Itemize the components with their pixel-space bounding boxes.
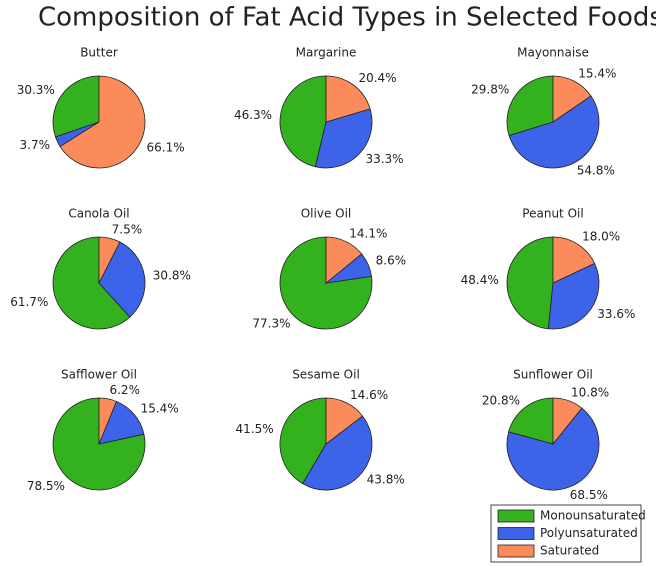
value-label: 46.3% bbox=[234, 108, 272, 122]
pie-slice bbox=[506, 407, 600, 491]
value-label: 3.7% bbox=[20, 138, 51, 152]
pie-title: Peanut Oil bbox=[522, 207, 583, 221]
value-label: 8.6% bbox=[376, 254, 407, 268]
value-label: 41.5% bbox=[236, 422, 274, 436]
pie-title: Sunflower Oil bbox=[513, 368, 593, 382]
value-label: 54.8% bbox=[577, 163, 615, 177]
pie-slice bbox=[302, 415, 373, 491]
pie-title: Canola Oil bbox=[68, 207, 129, 221]
value-label: 66.1% bbox=[147, 141, 185, 155]
pie-slice bbox=[279, 75, 327, 168]
legend-label: Saturated bbox=[540, 544, 599, 558]
pie-title: Olive Oil bbox=[301, 207, 352, 221]
pie-slice bbox=[98, 236, 121, 284]
value-label: 43.8% bbox=[367, 472, 405, 486]
pie-slice bbox=[59, 75, 146, 169]
pie-slice bbox=[552, 397, 583, 446]
pie-slice bbox=[325, 75, 371, 123]
pie-slice bbox=[279, 397, 327, 485]
value-label: 68.5% bbox=[570, 488, 608, 502]
legend-label: Monounsaturated bbox=[540, 509, 646, 523]
legend-swatch bbox=[497, 544, 535, 558]
pie-slice bbox=[52, 236, 131, 330]
pie-slice bbox=[314, 108, 373, 169]
value-label: 30.3% bbox=[17, 83, 55, 97]
value-label: 29.8% bbox=[471, 82, 509, 96]
value-label: 7.5% bbox=[112, 223, 143, 237]
legend-label: Polyunsaturated bbox=[540, 526, 638, 540]
pie-title: Sesame Oil bbox=[292, 368, 360, 382]
pie-slice bbox=[506, 236, 554, 330]
pie-slice bbox=[552, 236, 596, 284]
value-label: 20.4% bbox=[358, 71, 396, 85]
pie-title: Margarine bbox=[296, 46, 357, 60]
value-label: 48.4% bbox=[461, 273, 499, 287]
chart-title: Composition of Fat Acid Types in Selecte… bbox=[38, 3, 656, 33]
pie-slice bbox=[552, 75, 592, 123]
pie-slice bbox=[508, 95, 600, 169]
legend-swatch bbox=[497, 527, 535, 540]
value-label: 6.2% bbox=[109, 383, 140, 397]
pie-title: Butter bbox=[80, 46, 118, 60]
value-label: 77.3% bbox=[252, 317, 290, 331]
pie-slice bbox=[547, 262, 600, 330]
pie-slice bbox=[52, 75, 100, 138]
value-label: 20.8% bbox=[482, 393, 520, 407]
value-label: 15.4% bbox=[141, 402, 179, 416]
pie-slice bbox=[325, 397, 364, 445]
legend-swatch bbox=[497, 509, 535, 523]
pie-title: Mayonnaise bbox=[517, 46, 589, 60]
value-label: 78.5% bbox=[27, 479, 65, 493]
pie-slice bbox=[508, 397, 554, 445]
value-label: 14.6% bbox=[350, 388, 388, 402]
value-label: 18.0% bbox=[582, 230, 620, 244]
value-label: 30.8% bbox=[153, 268, 191, 282]
value-label: 61.7% bbox=[10, 295, 48, 309]
value-label: 33.6% bbox=[597, 307, 635, 321]
pie-title: Safflower Oil bbox=[61, 368, 137, 382]
pie-slice bbox=[325, 236, 363, 284]
pie-slice bbox=[506, 75, 554, 137]
value-label: 14.1% bbox=[349, 226, 387, 240]
pie-slice bbox=[98, 397, 117, 445]
value-label: 15.4% bbox=[578, 66, 616, 80]
value-label: 33.3% bbox=[365, 152, 403, 166]
value-label: 10.8% bbox=[571, 385, 609, 399]
